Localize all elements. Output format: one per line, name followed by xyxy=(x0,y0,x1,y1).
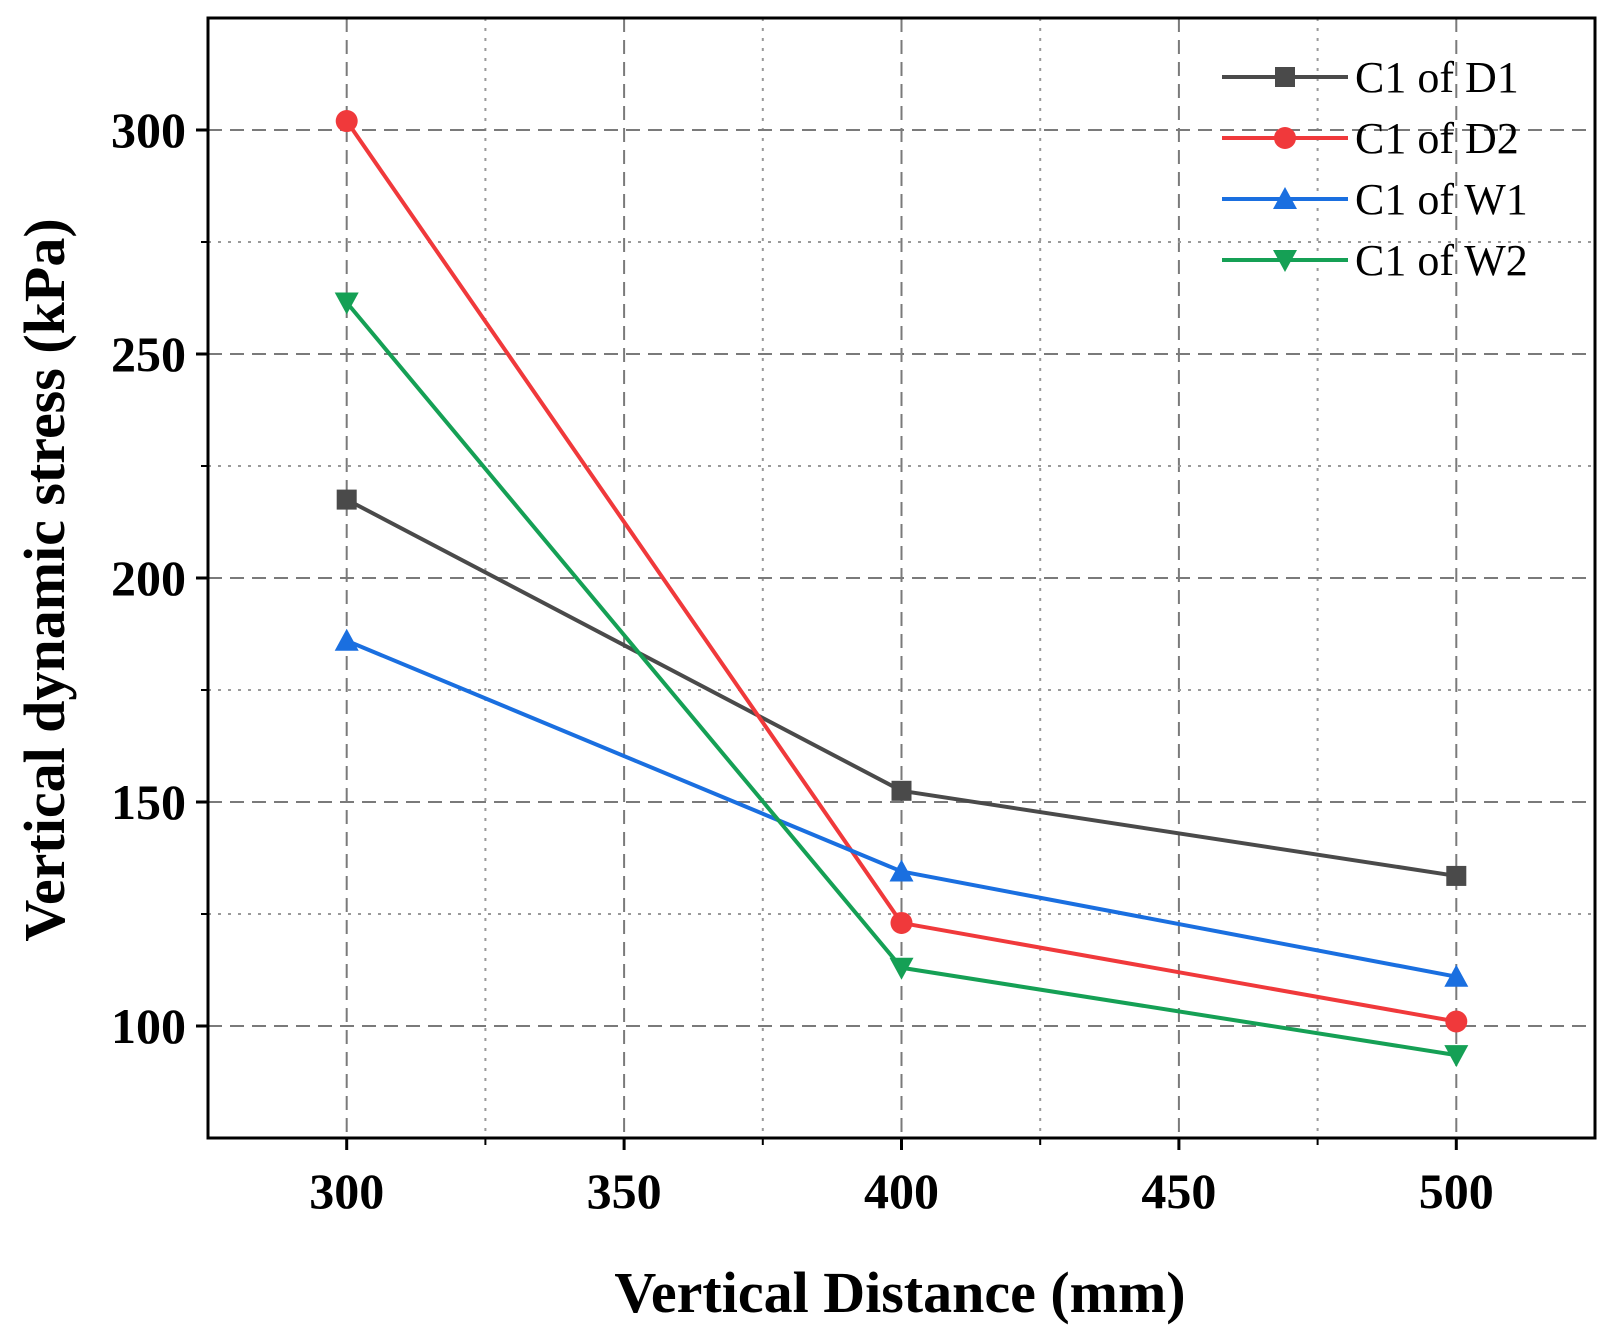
legend-entry: C1 of D2 xyxy=(1222,114,1519,163)
data-point-marker xyxy=(1273,250,1297,272)
data-point-marker xyxy=(890,911,913,934)
data-point-marker xyxy=(334,292,359,315)
legend: C1 of D1 C1 of D2 C1 of W1 C1 of W2 xyxy=(1222,53,1528,285)
x-axis-title: Vertical Distance (mm) xyxy=(614,1260,1185,1325)
data-point-marker xyxy=(1273,187,1297,209)
data-point-marker xyxy=(1444,1045,1469,1068)
legend-entry: C1 of W2 xyxy=(1222,236,1528,285)
data-point-marker xyxy=(334,628,359,651)
data-point-marker xyxy=(891,780,912,801)
x-tick-label: 350 xyxy=(587,1163,662,1219)
x-tick-label: 400 xyxy=(864,1163,939,1219)
x-tick-label: 500 xyxy=(1419,1163,1494,1219)
data-point-marker xyxy=(889,957,914,980)
y-tick-label: 300 xyxy=(111,102,186,158)
x-tick-label: 450 xyxy=(1141,1163,1216,1219)
data-point-marker xyxy=(1444,964,1469,987)
legend-label: C1 of D1 xyxy=(1355,53,1519,102)
legend-entry: C1 of W1 xyxy=(1222,175,1528,224)
series-layer xyxy=(334,110,1469,1068)
series-c1-of-w1 xyxy=(334,628,1469,987)
data-point-marker xyxy=(1445,1010,1468,1033)
legend-label: C1 of D2 xyxy=(1355,114,1519,163)
series-c1-of-w2 xyxy=(334,292,1469,1068)
y-tick-label: 150 xyxy=(111,774,186,830)
y-tick-label: 100 xyxy=(111,998,186,1054)
legend-label: C1 of W2 xyxy=(1355,236,1528,285)
data-point-marker xyxy=(1446,865,1467,886)
data-point-marker xyxy=(1274,127,1296,149)
x-tick-label: 300 xyxy=(309,1163,384,1219)
series-c1-of-d1 xyxy=(336,489,1467,886)
series-c1-of-d2 xyxy=(335,110,1468,1033)
axes: 300 350 400 450 500 100 150 200 250 300 xyxy=(111,102,1494,1219)
y-tick-label: 250 xyxy=(111,326,186,382)
data-point-marker xyxy=(335,110,358,133)
y-tick-label: 200 xyxy=(111,550,186,606)
legend-label: C1 of W1 xyxy=(1355,175,1528,224)
legend-entry: C1 of D1 xyxy=(1222,53,1519,102)
data-point-marker xyxy=(336,489,357,510)
grid xyxy=(208,18,1595,1138)
y-axis-title: Vertical dynamic stress (kPa) xyxy=(12,218,77,941)
data-point-marker xyxy=(889,859,914,882)
data-point-marker xyxy=(1275,67,1295,87)
